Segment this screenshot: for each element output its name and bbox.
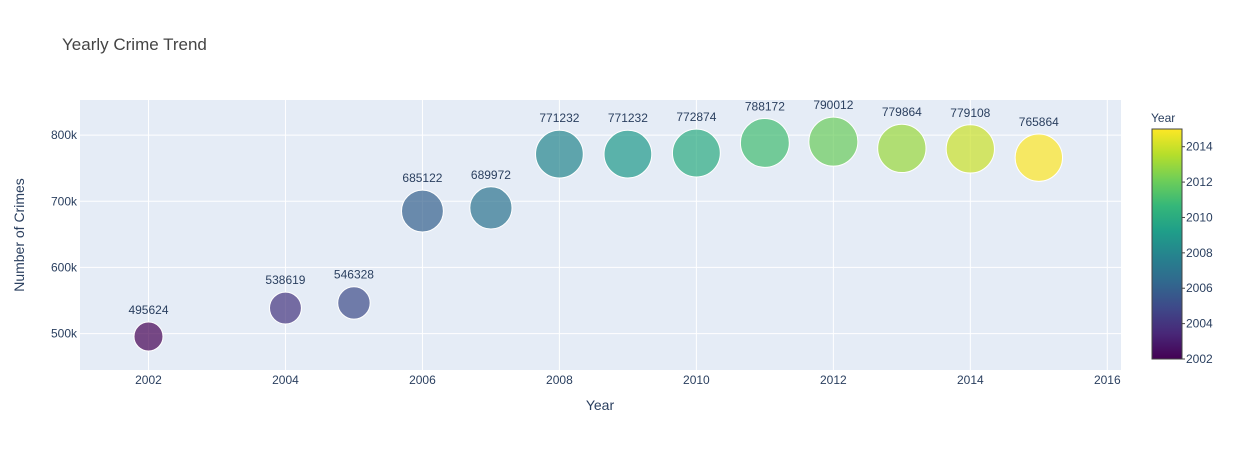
data-label: 765864 xyxy=(1019,115,1059,129)
grid-lines xyxy=(80,100,1121,370)
x-tick-label: 2004 xyxy=(272,373,299,387)
bubble-point xyxy=(945,124,995,174)
colorbar-tick-label: 2012 xyxy=(1186,175,1213,189)
bubble-point xyxy=(133,321,164,352)
colorbar-tick-label: 2004 xyxy=(1186,317,1213,331)
data-label: 546328 xyxy=(334,268,374,282)
bubble-point xyxy=(469,186,513,230)
data-label: 790012 xyxy=(813,98,853,112)
bubble-point xyxy=(877,123,927,174)
data-label: 495624 xyxy=(128,303,168,317)
bubble-point xyxy=(603,129,653,179)
y-tick-label: 500k xyxy=(51,327,78,341)
y-tick-label: 800k xyxy=(51,128,78,142)
x-axis-ticks: 2002 2004 2006 2008 2010 2012 2014 2016 xyxy=(135,373,1121,387)
x-tick-label: 2010 xyxy=(683,373,710,387)
colorbar-tick-label: 2014 xyxy=(1186,140,1213,154)
x-tick-label: 2008 xyxy=(546,373,573,387)
data-label: 771232 xyxy=(608,111,648,125)
y-tick-label: 700k xyxy=(51,194,78,208)
bubble-point xyxy=(739,117,790,168)
data-label: 689972 xyxy=(471,168,511,182)
bubble-point xyxy=(671,128,721,178)
bubble-point xyxy=(1014,133,1063,182)
y-axis-ticks: 500k 600k 700k 800k xyxy=(51,128,78,341)
x-tick-label: 2012 xyxy=(820,373,847,387)
data-label: 771232 xyxy=(539,111,579,125)
colorbar-tick-label: 2008 xyxy=(1186,246,1213,260)
data-label: 685122 xyxy=(402,171,442,185)
data-label: 779108 xyxy=(950,106,990,120)
bubble-point xyxy=(400,189,444,233)
colorbar-ticks: 2002 2004 2006 2008 2010 2012 2014 xyxy=(1182,140,1213,366)
y-axis-label: Number of Crimes xyxy=(11,178,27,292)
bubble-point xyxy=(337,286,371,320)
colorbar-title: Year xyxy=(1151,111,1175,125)
bubble-point xyxy=(808,116,859,167)
colorbar-gradient xyxy=(1151,128,1183,360)
data-label: 772874 xyxy=(676,110,716,124)
x-tick-label: 2006 xyxy=(409,373,436,387)
colorbar-tick-label: 2010 xyxy=(1186,210,1213,224)
x-tick-label: 2002 xyxy=(135,373,162,387)
x-tick-label: 2016 xyxy=(1094,373,1121,387)
data-labels: 495624 538619 546328 685122 689972 771232 7712… xyxy=(128,98,1059,317)
x-axis-label: Year xyxy=(586,397,615,413)
bubble-markers xyxy=(133,116,1063,352)
x-tick-label: 2014 xyxy=(957,373,984,387)
data-label: 538619 xyxy=(265,273,305,287)
y-tick-label: 600k xyxy=(51,260,78,274)
data-label: 779864 xyxy=(882,105,922,119)
bubble-point xyxy=(535,129,584,179)
colorbar: Year 2002 2004 2006 2008 2010 2012 2014 xyxy=(1151,111,1213,366)
chart-title: Yearly Crime Trend xyxy=(62,35,207,54)
bubble-point xyxy=(269,291,302,325)
colorbar-tick-label: 2002 xyxy=(1186,352,1213,366)
data-label: 788172 xyxy=(745,99,785,113)
colorbar-tick-label: 2006 xyxy=(1186,281,1213,295)
